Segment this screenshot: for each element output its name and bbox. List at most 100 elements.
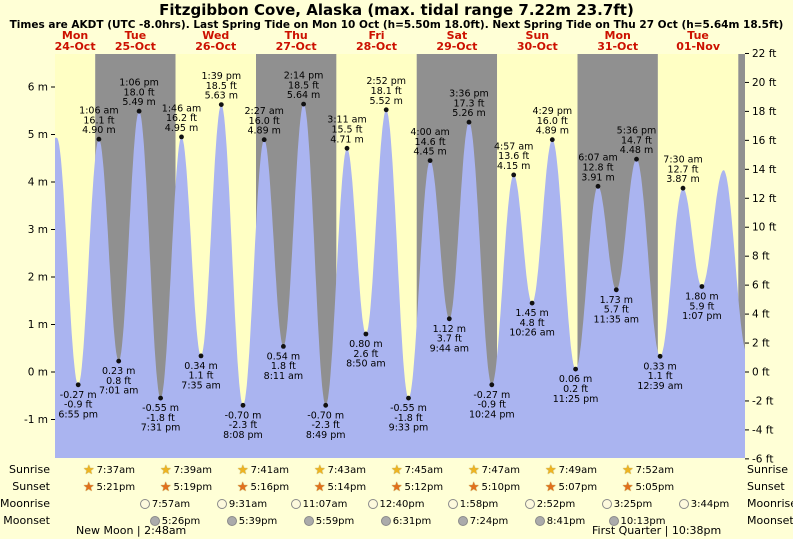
astro-item: ★ 7:47am	[449, 462, 539, 478]
sunrise-star-icon: ★	[160, 462, 172, 478]
tide-annotation-line: 5.9 ft	[689, 301, 714, 312]
tide-annotation-line: 3:11 am	[327, 115, 366, 126]
chart-subtitle: Times are AKDT (UTC -8.0hrs). Last Sprin…	[9, 19, 784, 31]
tide-annotation-line: 4:00 am	[410, 127, 449, 138]
day-label: Sat 29-Oct	[417, 29, 497, 53]
astro-time: 10:13pm	[620, 515, 666, 527]
day-date: 31-Oct	[597, 39, 639, 53]
tide-annotation-line: 13.6 ft	[498, 151, 529, 162]
astro-item: ★ 5:19pm	[141, 479, 231, 495]
moonrise-icon	[290, 499, 301, 509]
tide-extreme-dot	[549, 137, 555, 143]
tide-extreme-dot	[446, 316, 452, 322]
astro-time: 2:52pm	[536, 498, 576, 510]
astro-item: ★ 7:37am	[64, 462, 154, 478]
y-axis-right-tick-label: -2 ft	[752, 396, 773, 408]
tide-annotation-line: 9:33 pm	[389, 423, 429, 434]
moonset-icon	[303, 516, 314, 526]
tide-annotation-line: 6:07 am	[578, 153, 617, 164]
astro-time: 7:41am	[250, 464, 289, 476]
astro-time: 5:07pm	[558, 481, 598, 493]
day-name: Mon	[604, 29, 631, 42]
tide-curve	[55, 104, 745, 458]
tide-annotation-line: 16.2 ft	[166, 113, 197, 124]
moonrise-icon	[367, 499, 378, 509]
tide-annotation-line: 5.26 m	[452, 108, 485, 119]
sunset-star-icon: ★	[621, 479, 634, 495]
moonset-icon	[380, 516, 391, 526]
tide-annotation-line: 4.8 ft	[520, 318, 545, 329]
astro-time: 7:45am	[404, 464, 443, 476]
tide-annotation-line: 0.23 m	[102, 366, 135, 377]
moonset-icon	[608, 516, 619, 526]
tide-extreme-dot	[261, 137, 267, 143]
astro-item: 3:25pm	[582, 496, 672, 512]
day-label: Sun 30-Oct	[497, 29, 577, 53]
sunrise-star-icon: ★	[391, 462, 403, 478]
y-axis-right-tick-label: 8 ft	[752, 251, 770, 263]
sunset-star-icon: ★	[313, 479, 326, 495]
astro-item: 5:26pm	[130, 513, 220, 529]
tide-extreme-dot	[198, 353, 204, 359]
tide-annotation-line: 0.34 m	[184, 361, 217, 372]
tide-annotation-line: 1:06 am	[79, 106, 118, 117]
astro-item: ★ 7:49am	[526, 462, 616, 478]
tide-extreme-dot	[323, 402, 329, 408]
astro-time: 3:25pm	[613, 498, 653, 510]
tide-annotation-line: 9:44 am	[430, 343, 469, 354]
sunrise-star-icon: ★	[83, 462, 95, 478]
tide-extreme-dot	[529, 300, 535, 306]
day-date: 30-Oct	[516, 39, 558, 53]
tide-annotation-line: 4:57 am	[494, 141, 533, 152]
tide-annotation-line: -2.3 ft	[311, 420, 340, 431]
tide-annotation-line: 10:24 pm	[469, 409, 515, 420]
y-axis-right-tick-label: 12 ft	[752, 193, 776, 205]
astro-row-label-left: Sunset	[12, 480, 50, 493]
y-axis-left-tick-label: 1 m	[28, 319, 48, 331]
tide-annotation-line: 0.33 m	[643, 361, 676, 372]
tide-annotation-line: 18.5 ft	[288, 80, 319, 91]
tide-extreme-dot	[281, 344, 286, 349]
tide-annotation-line: 2:14 pm	[284, 71, 324, 82]
moonrise-icon	[524, 499, 535, 509]
moonrise-icon	[216, 499, 227, 509]
tide-annotation-line: 7:35 am	[181, 381, 220, 392]
astro-item: 5:39pm	[207, 513, 297, 529]
astro-time: 7:57am	[151, 498, 191, 510]
y-axis-left-tick-label: 5 m	[28, 129, 48, 141]
astro-time: 5:12pm	[404, 481, 444, 493]
sunset-star-icon: ★	[236, 479, 249, 495]
tide-extreme-dot	[240, 402, 246, 408]
tide-annotation-line: 7:31 pm	[141, 423, 181, 434]
page-title: Fitzgibbon Cove, Alaska (max. tidal rang…	[159, 1, 634, 19]
tide-annotation-line: 3.87 m	[666, 174, 699, 185]
day-name: Fri	[368, 29, 385, 42]
astro-time: 5:59pm	[315, 515, 355, 527]
astro-item: ★ 5:10pm	[449, 479, 539, 495]
y-axis-right-tick-label: 0 ft	[752, 367, 770, 379]
tide-annotation-line: 5.63 m	[205, 91, 238, 102]
moonrise-icon	[678, 499, 689, 509]
tide-annotation-line: 1:46 am	[162, 103, 201, 114]
moonset-icon	[226, 516, 237, 526]
tide-extreme-dot	[75, 382, 81, 388]
tide-annotation-line: 8:08 pm	[223, 430, 263, 441]
tide-annotation-line: 11:35 am	[594, 314, 639, 325]
astro-item: 6:31pm	[361, 513, 451, 529]
astro-item: 2:52pm	[505, 496, 595, 512]
tide-annotation-line: 2:27 am	[244, 106, 283, 117]
astro-item: ★ 7:39am	[141, 462, 231, 478]
tide-annotation-line: 3.91 m	[581, 172, 614, 183]
tide-annotation-line: 18.5 ft	[206, 81, 237, 92]
day-date: 01-Nov	[676, 39, 720, 53]
y-axis-left-tick-label: 4 m	[28, 177, 48, 189]
tide-annotation-line: 14.7 ft	[621, 135, 652, 146]
day-date: 29-Oct	[436, 39, 478, 53]
day-name: Sun	[525, 29, 550, 42]
astro-row-label-right: Moonrise	[747, 497, 793, 510]
tide-annotation-line: 12:39 am	[637, 381, 682, 392]
astro-row-label-right: Sunset	[747, 480, 785, 493]
day-name: Sat	[446, 29, 468, 42]
y-axis-right-tick-label: 4 ft	[752, 309, 770, 321]
